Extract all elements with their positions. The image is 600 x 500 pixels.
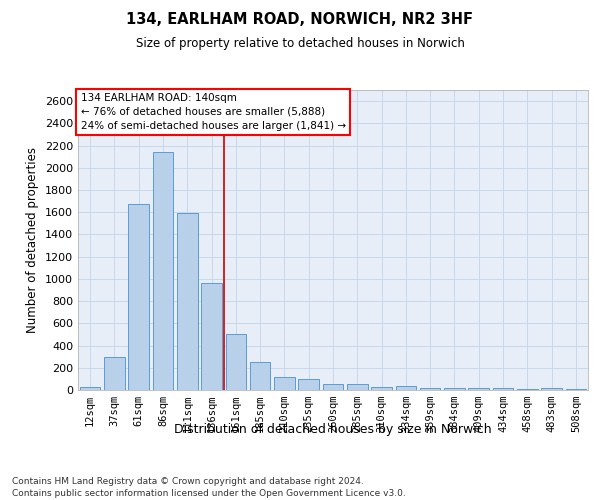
Bar: [420, 388, 440, 390]
Bar: [493, 388, 514, 390]
Bar: [177, 213, 197, 390]
Bar: [444, 388, 465, 390]
Bar: [323, 384, 343, 390]
Bar: [274, 376, 295, 390]
Text: Contains HM Land Registry data © Crown copyright and database right 2024.: Contains HM Land Registry data © Crown c…: [12, 478, 364, 486]
Bar: [152, 152, 173, 390]
Text: 134 EARLHAM ROAD: 140sqm
← 76% of detached houses are smaller (5,888)
24% of sem: 134 EARLHAM ROAD: 140sqm ← 76% of detach…: [80, 93, 346, 131]
Text: Size of property relative to detached houses in Norwich: Size of property relative to detached ho…: [136, 38, 464, 51]
Bar: [371, 386, 392, 390]
Bar: [104, 356, 125, 390]
Bar: [201, 284, 222, 390]
Bar: [80, 387, 100, 390]
Bar: [128, 204, 149, 390]
Bar: [395, 386, 416, 390]
Text: Contains public sector information licensed under the Open Government Licence v3: Contains public sector information licen…: [12, 489, 406, 498]
Bar: [226, 334, 246, 390]
Bar: [541, 388, 562, 390]
Bar: [469, 388, 489, 390]
Bar: [298, 379, 319, 390]
Bar: [347, 384, 368, 390]
Text: Distribution of detached houses by size in Norwich: Distribution of detached houses by size …: [174, 422, 492, 436]
Y-axis label: Number of detached properties: Number of detached properties: [26, 147, 40, 333]
Bar: [250, 362, 271, 390]
Text: 134, EARLHAM ROAD, NORWICH, NR2 3HF: 134, EARLHAM ROAD, NORWICH, NR2 3HF: [127, 12, 473, 28]
